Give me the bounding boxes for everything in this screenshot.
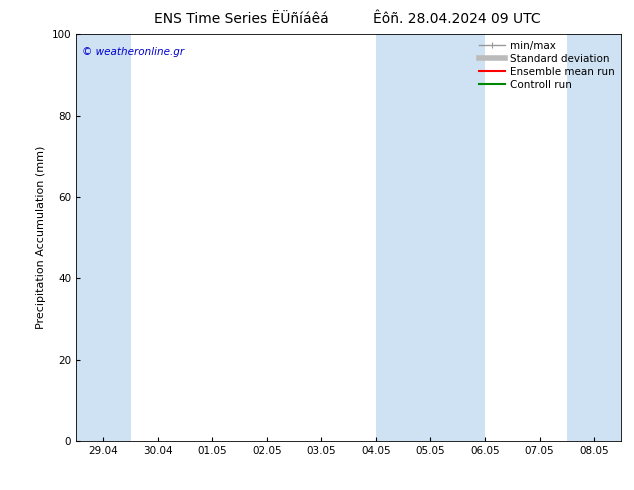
Bar — [376, 34, 485, 441]
Y-axis label: Precipitation Accumulation (mm): Precipitation Accumulation (mm) — [36, 146, 46, 329]
Text: © weatheronline.gr: © weatheronline.gr — [82, 47, 184, 56]
Text: ENS Time Series ËÜñíáêá: ENS Time Series ËÜñíáêá — [153, 12, 328, 26]
Bar — [567, 34, 621, 441]
Text: Êôñ. 28.04.2024 09 UTC: Êôñ. 28.04.2024 09 UTC — [373, 12, 540, 26]
Legend: min/max, Standard deviation, Ensemble mean run, Controll run: min/max, Standard deviation, Ensemble me… — [475, 36, 619, 94]
Bar — [76, 34, 131, 441]
